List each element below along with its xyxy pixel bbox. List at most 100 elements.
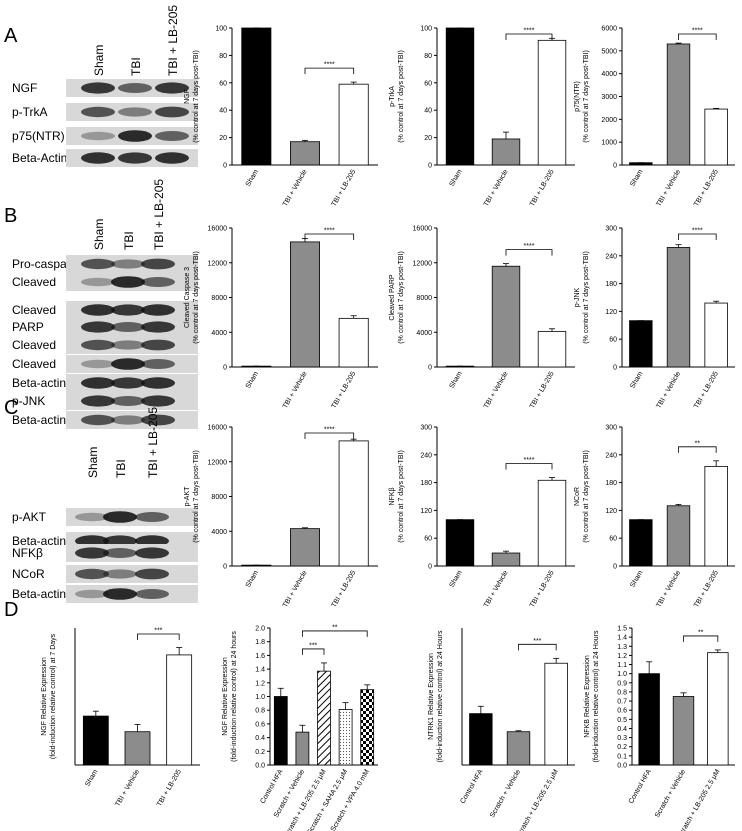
row-label: NGF [12, 81, 37, 95]
blot-band [141, 414, 175, 426]
bar [166, 654, 193, 766]
y-tick-label: 60 [424, 536, 432, 543]
y-tick-label: 180 [605, 281, 617, 288]
bar [666, 43, 691, 166]
y-axis-label: (fold-induction relative control) at 24 … [437, 630, 444, 762]
y-tick-label: 0.0 [255, 763, 265, 770]
significance-label: *** [309, 642, 317, 649]
y-tick-label: 0.2 [255, 749, 265, 756]
x-tick-label: Control HFA [259, 768, 284, 805]
blot-band [81, 377, 115, 389]
y-tick-label: 16000 [413, 226, 433, 233]
row-label: p-AKT [12, 510, 47, 524]
blot-band [141, 258, 175, 270]
bar [317, 670, 331, 766]
bar [241, 27, 272, 166]
y-tick-label: 100 [420, 26, 432, 33]
y-axis-label: NGF [184, 89, 191, 104]
y-tick-label: 2000 [601, 117, 617, 124]
blot-band [103, 535, 137, 547]
blot-band [81, 106, 115, 118]
y-tick-label: 4000 [416, 330, 432, 337]
y-tick-label: 240 [420, 452, 432, 459]
x-tick-label: TBI + LB-205 [156, 768, 183, 807]
blot-band [103, 511, 137, 523]
blot-band [81, 359, 115, 369]
x-tick-label: Control HFA [628, 768, 653, 805]
significance-bracket [505, 249, 553, 256]
row-label: Cleaved [12, 357, 56, 371]
blot-band [111, 340, 145, 350]
blot-band [81, 131, 115, 141]
blot-band [118, 152, 152, 164]
row-label: p75(NTR) [12, 129, 65, 143]
blot-band [135, 547, 169, 559]
bar [537, 330, 567, 368]
y-axis-label: p-TrkA [389, 86, 396, 107]
y-tick-label: 20 [424, 135, 432, 142]
bar [289, 528, 320, 567]
y-axis-label: (fold-induction relative control) at 7 D… [50, 633, 57, 759]
lane-label: TBI + LB-205 [146, 407, 160, 478]
lane-label: Sham [86, 447, 100, 478]
y-tick-label: 1.1 [617, 662, 627, 669]
row-label: NFKβ [12, 546, 43, 560]
significance-label: **** [524, 457, 535, 464]
bar [124, 731, 151, 766]
blot-band [141, 277, 175, 287]
blot-band [135, 535, 169, 547]
bar [469, 713, 493, 766]
bar [338, 317, 369, 368]
y-axis-label: (% control at 7 days post-TBI) [583, 50, 590, 143]
y-axis-label: NGF Relative Expression [222, 657, 229, 736]
bar [707, 652, 729, 766]
x-tick-label: TBI + Vehicle [282, 569, 309, 608]
blot-band [155, 152, 189, 164]
significance-label: **** [524, 28, 535, 35]
y-tick-label: 40 [219, 108, 227, 115]
significance-bracket [304, 67, 355, 75]
blot-band [155, 106, 189, 118]
significance-label: **** [524, 243, 535, 250]
y-tick-label: 80 [424, 53, 432, 60]
y-tick-label: 60 [424, 80, 432, 87]
x-tick-label: Sham [84, 768, 99, 787]
y-axis-label: (fold-induction relative control) at 24 … [231, 631, 238, 762]
bar [273, 696, 288, 766]
y-tick-label: 0 [428, 365, 432, 372]
blot-band [155, 82, 189, 94]
blot-band [141, 395, 175, 407]
lane-label: Sham [92, 45, 106, 76]
y-tick-label: 8000 [211, 494, 227, 501]
y-tick-label: 0.7 [617, 699, 627, 706]
significance-label: **** [324, 228, 335, 235]
significance-label: ** [332, 624, 338, 631]
bar [704, 108, 728, 166]
significance-bracket [505, 33, 553, 40]
x-tick-label: TBI + LB-205 [693, 168, 720, 207]
y-tick-label: 1000 [601, 140, 617, 147]
bar [289, 241, 320, 368]
x-tick-label: TBI + LB-205 [331, 370, 358, 409]
row-label: PARP [12, 320, 44, 334]
row-label: p-TrkA [12, 105, 48, 119]
significance-bracket [304, 233, 355, 240]
x-tick-label: Scratch + Vehicle [654, 768, 687, 819]
row-label: Beta-actin [12, 587, 66, 601]
y-tick-label: 0 [428, 163, 432, 170]
blot-band [75, 589, 109, 599]
y-tick-label: 0 [613, 564, 617, 571]
significance-label: ** [695, 440, 701, 447]
bar [338, 709, 353, 766]
x-tick-label: TBI + Vehicle [655, 168, 682, 207]
y-tick-label: 1.8 [255, 639, 265, 646]
x-tick-label: TBI + Vehicle [483, 370, 510, 409]
y-tick-label: 0 [223, 564, 227, 571]
y-axis-label: (% control at 7 days post-TBI) [583, 450, 590, 543]
y-tick-label: 12000 [413, 260, 433, 267]
y-tick-label: 0.4 [255, 735, 265, 742]
x-tick-label: TBI + LB-205 [529, 370, 556, 409]
blot-band [111, 304, 145, 316]
x-tick-label: TBI + Vehicle [655, 569, 682, 608]
